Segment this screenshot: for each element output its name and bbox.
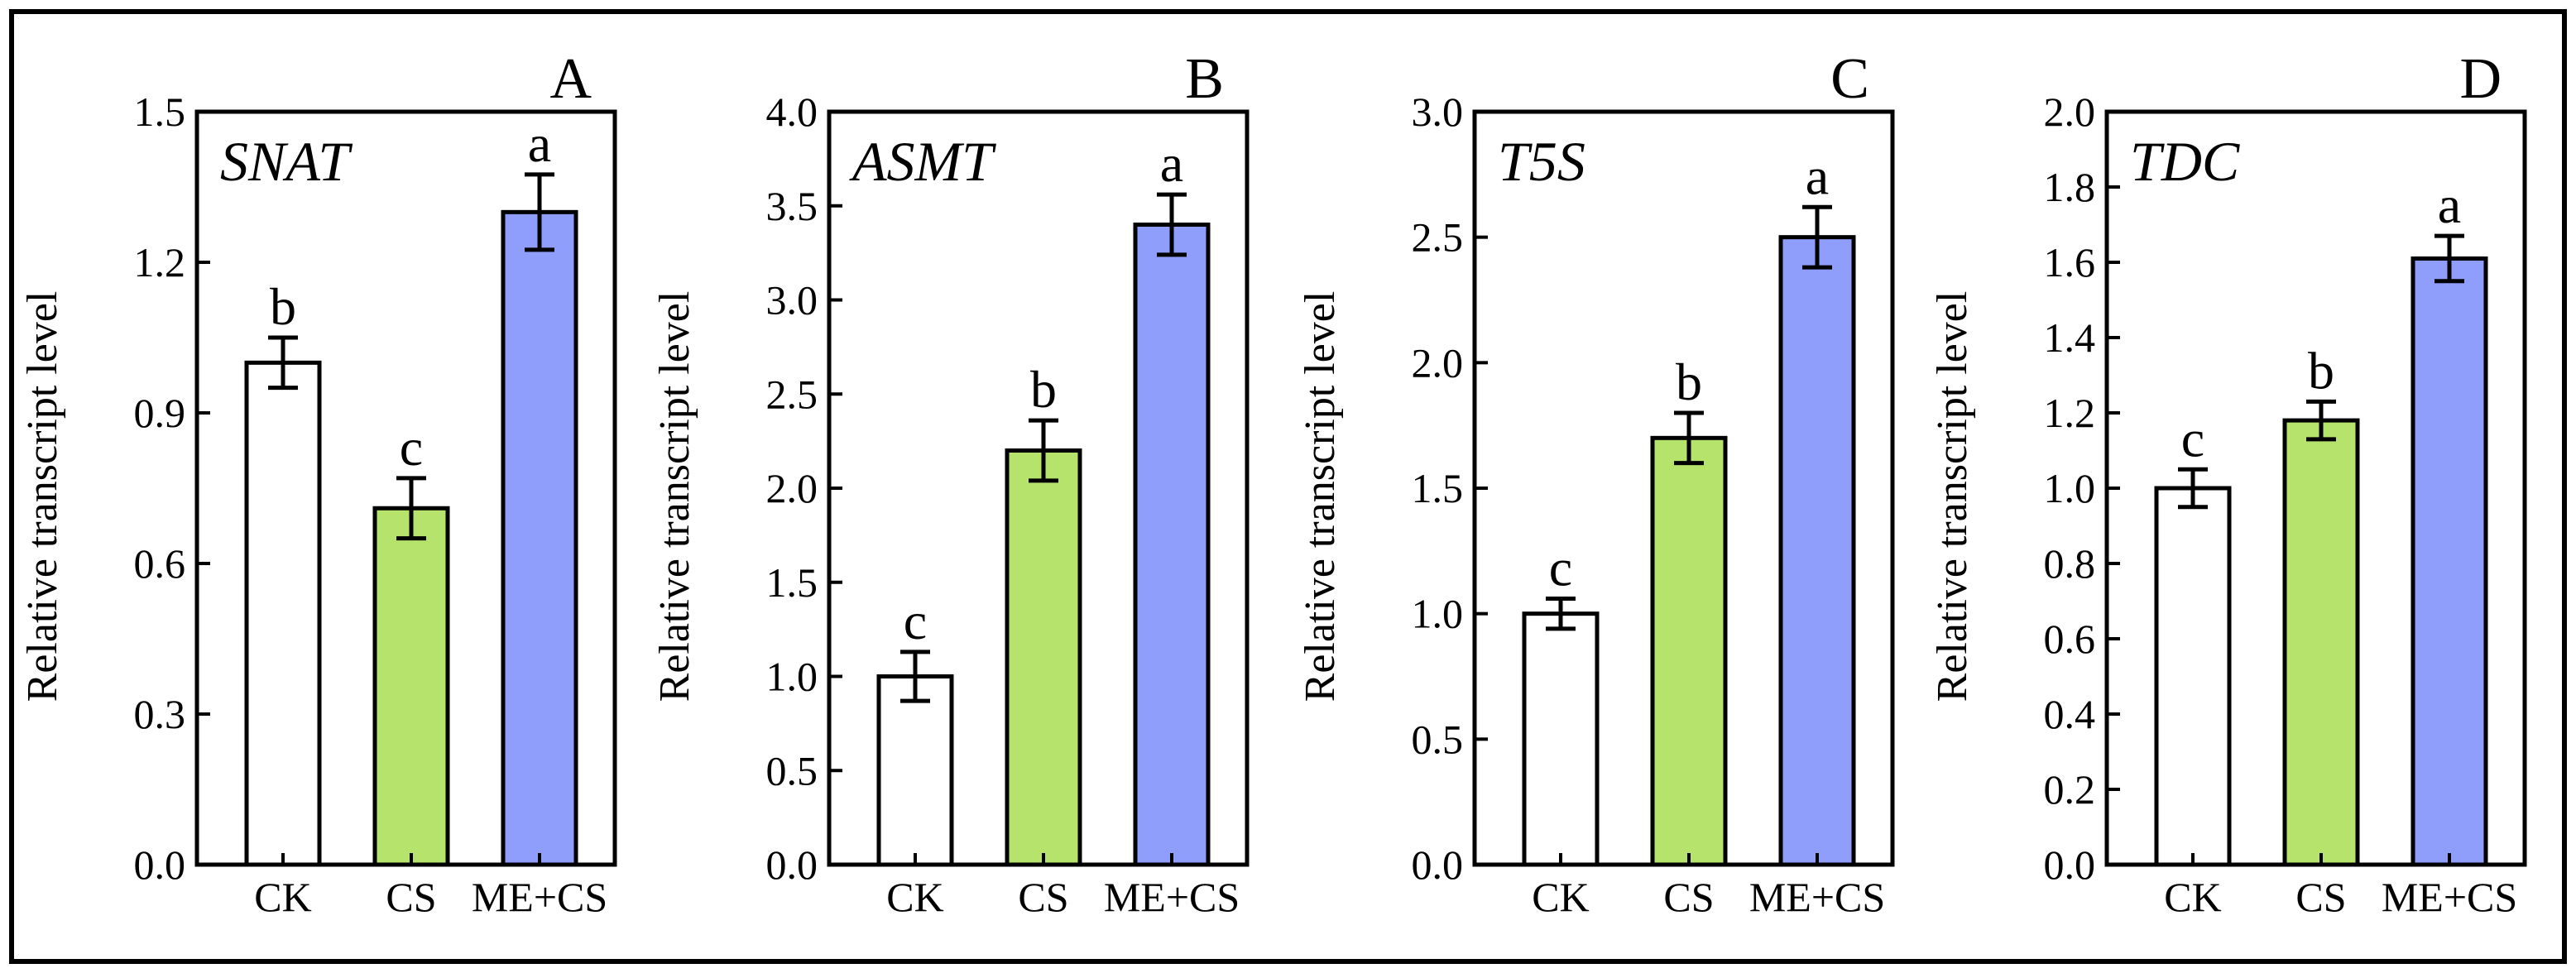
y-axis-label: Relative transcript level bbox=[1297, 291, 1344, 702]
y-tick-label: 4.0 bbox=[766, 89, 818, 135]
y-tick-label: 0.2 bbox=[2044, 766, 2096, 813]
y-tick-label: 0.4 bbox=[2044, 691, 2096, 737]
y-tick-label: 1.6 bbox=[2044, 239, 2096, 285]
gene-title: T5S bbox=[1498, 130, 1585, 193]
bar-me-cs bbox=[1133, 223, 1211, 867]
significance-label: a bbox=[1160, 134, 1183, 193]
chart-panel-b: 0.0 0.5 1.0 1.5 2.0 2.5 3.0 3.5 4.0 Relative tran… bbox=[651, 47, 1250, 920]
y-tick-label: 1.0 bbox=[1412, 591, 1464, 637]
chart-panel-c: 0.0 0.5 1.0 1.5 2.0 2.5 3.0 Relative transcript… bbox=[1297, 47, 1895, 920]
significance-label: c bbox=[400, 418, 423, 477]
y-tick-label: 0.5 bbox=[766, 747, 818, 793]
bar-me-cs bbox=[2411, 256, 2488, 867]
y-tick-label: 0.0 bbox=[1412, 841, 1464, 888]
panel-letter: B bbox=[1185, 47, 1224, 111]
bar-me-cs bbox=[1778, 235, 1856, 867]
panel-letter: C bbox=[1830, 47, 1869, 111]
gene-title: TDC bbox=[2130, 130, 2240, 193]
x-tick-label: CS bbox=[2295, 874, 2346, 920]
bar-cs bbox=[2282, 418, 2360, 867]
y-tick-label: 1.0 bbox=[2044, 465, 2096, 511]
bar-me-cs bbox=[501, 209, 578, 867]
x-tick-label: ME+CS bbox=[1104, 874, 1240, 920]
y-tick-label: 0.8 bbox=[2044, 540, 2096, 587]
y-tick-label: 2.0 bbox=[766, 465, 818, 511]
x-tick-label: CK bbox=[1532, 874, 1589, 920]
bar-ck bbox=[1522, 611, 1600, 867]
significance-label: a bbox=[1806, 146, 1829, 205]
y-tick-label: 2.5 bbox=[1412, 214, 1464, 261]
y-axis-label: Relative transcript level bbox=[19, 291, 66, 702]
significance-label: c bbox=[904, 592, 927, 650]
y-tick-label: 1.2 bbox=[2044, 390, 2096, 436]
y-tick-label: 0.3 bbox=[134, 691, 186, 737]
x-tick-label: CS bbox=[1018, 874, 1068, 920]
x-tick-label: ME+CS bbox=[2382, 874, 2517, 920]
bar-cs bbox=[372, 506, 450, 867]
y-tick-label: 0.0 bbox=[766, 841, 818, 888]
y-tick-label: 0.5 bbox=[1412, 716, 1464, 762]
chart-panel-d: 0.0 0.2 0.4 0.6 0.8 1.0 1.2 1.4 1.6 1.8 2.0 Relativ… bbox=[1929, 47, 2527, 920]
significance-label: b bbox=[270, 277, 296, 336]
y-tick-label: 3.5 bbox=[766, 183, 818, 229]
y-tick-label: 2.0 bbox=[1412, 339, 1464, 386]
y-tick-label: 0.0 bbox=[2044, 841, 2096, 888]
significance-label: c bbox=[1549, 538, 1572, 597]
significance-label: b bbox=[1030, 360, 1057, 419]
x-tick-label: CK bbox=[2164, 874, 2221, 920]
y-tick-label: 3.0 bbox=[766, 277, 818, 324]
y-tick-label: 1.2 bbox=[134, 239, 186, 285]
x-tick-label: CK bbox=[886, 874, 943, 920]
figure-border bbox=[9, 9, 2567, 964]
y-tick-label: 1.8 bbox=[2044, 164, 2096, 210]
y-tick-label: 2.5 bbox=[766, 371, 818, 417]
y-tick-label: 1.5 bbox=[134, 89, 186, 135]
significance-label: b bbox=[1676, 352, 1702, 411]
bar-ck bbox=[876, 674, 954, 867]
y-tick-label: 0.6 bbox=[134, 540, 186, 587]
significance-label: b bbox=[2308, 341, 2334, 400]
y-tick-label: 0.9 bbox=[134, 390, 186, 436]
gene-title: SNAT bbox=[220, 130, 353, 193]
significance-label: c bbox=[2181, 409, 2204, 467]
bar-ck bbox=[2154, 486, 2232, 867]
panel-letter: D bbox=[2459, 47, 2502, 111]
y-tick-label: 0.6 bbox=[2044, 616, 2096, 662]
x-tick-label: CS bbox=[1663, 874, 1714, 920]
y-tick-label: 1.5 bbox=[766, 559, 818, 606]
y-tick-label: 1.5 bbox=[1412, 465, 1464, 511]
y-axis-label: Relative transcript level bbox=[1929, 291, 1976, 702]
x-tick-label: CS bbox=[386, 874, 436, 920]
y-tick-label: 1.4 bbox=[2044, 314, 2096, 361]
x-tick-label: ME+CS bbox=[472, 874, 607, 920]
panel-letter: A bbox=[549, 47, 592, 111]
y-tick-label: 0.0 bbox=[134, 841, 186, 888]
y-axis-label: Relative transcript level bbox=[651, 291, 698, 702]
y-tick-label: 1.0 bbox=[766, 654, 818, 700]
bar-cs bbox=[1650, 435, 1728, 867]
significance-label: a bbox=[2438, 175, 2461, 234]
significance-label: a bbox=[528, 114, 551, 173]
bar-cs bbox=[1005, 448, 1082, 867]
chart-panel-a: 0.0 0.3 0.6 0.9 1.2 1.5 Relative transcript le… bbox=[19, 47, 617, 920]
bar-ck bbox=[244, 360, 322, 867]
y-tick-label: 3.0 bbox=[1412, 89, 1464, 135]
y-tick-label: 2.0 bbox=[2044, 89, 2096, 135]
x-tick-label: ME+CS bbox=[1749, 874, 1885, 920]
x-tick-label: CK bbox=[254, 874, 311, 920]
gene-title: ASMT bbox=[849, 130, 996, 193]
